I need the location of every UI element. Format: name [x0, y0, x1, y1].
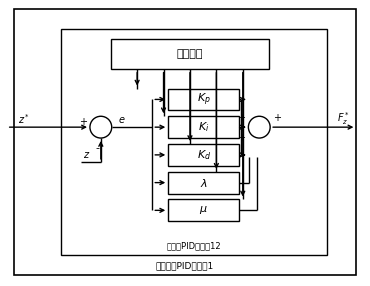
Text: $K_p$: $K_p$ — [197, 91, 211, 108]
Text: $\mu$: $\mu$ — [199, 204, 208, 216]
Text: $e$: $e$ — [118, 115, 125, 125]
Text: -: - — [96, 143, 100, 153]
Text: +: + — [238, 113, 245, 123]
Text: +: + — [79, 117, 87, 127]
Bar — [168, 89, 239, 110]
Text: $z^*$: $z^*$ — [17, 112, 30, 126]
Bar — [111, 39, 269, 69]
Text: $z$: $z$ — [83, 150, 91, 160]
Text: +: + — [238, 133, 245, 143]
Circle shape — [248, 116, 270, 138]
Text: $\lambda$: $\lambda$ — [200, 177, 208, 188]
Text: 蚁群算法: 蚁群算法 — [177, 49, 203, 59]
Bar — [168, 199, 239, 221]
Bar — [61, 29, 327, 255]
Circle shape — [90, 116, 112, 138]
Bar — [168, 144, 239, 166]
Text: $K_i$: $K_i$ — [198, 120, 209, 134]
Bar — [168, 172, 239, 194]
Bar — [168, 116, 239, 138]
Text: 分数阶PID控制器12: 分数阶PID控制器12 — [166, 241, 221, 251]
Text: $F_z^*$: $F_z^*$ — [337, 110, 350, 127]
Text: +: + — [238, 123, 245, 133]
Text: $K_d$: $K_d$ — [197, 148, 211, 162]
Text: +: + — [273, 113, 281, 123]
Text: 蚁群算法PID控制器1: 蚁群算法PID控制器1 — [156, 261, 214, 270]
